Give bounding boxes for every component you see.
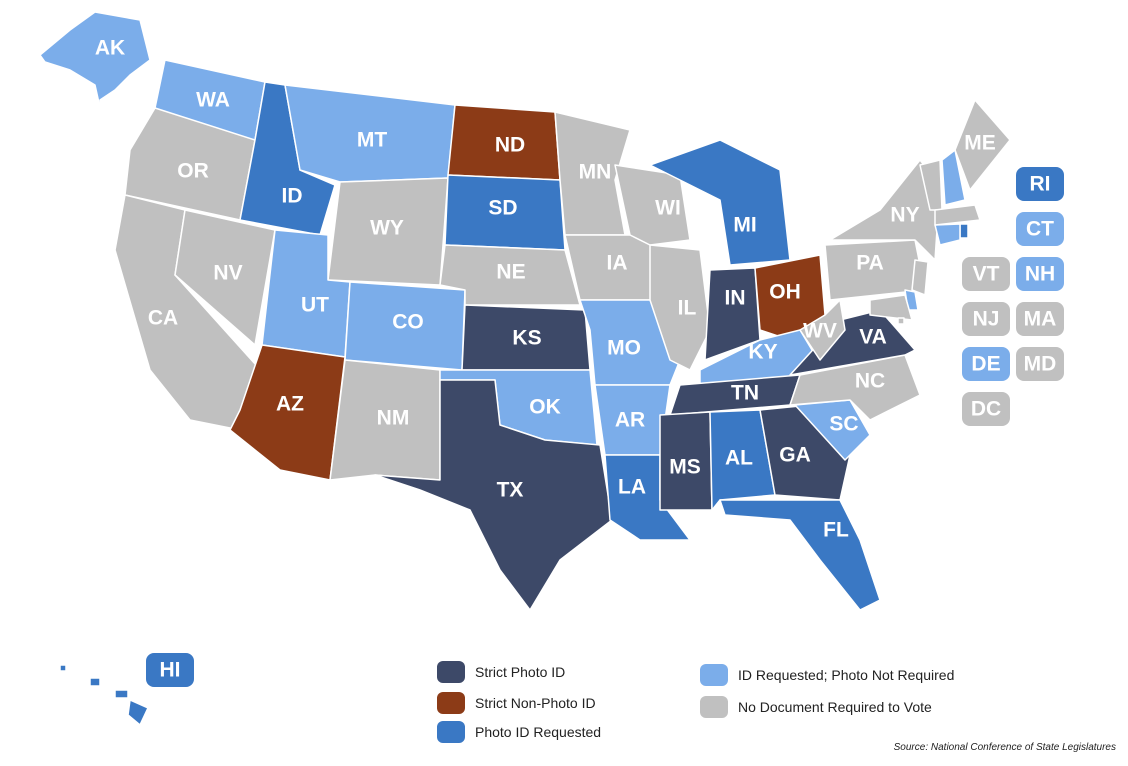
state	[59, 664, 149, 726]
legend-label: No Document Required to Vote	[738, 699, 932, 715]
state-label: HI	[160, 659, 181, 682]
state-label: SD	[488, 197, 517, 220]
state-label: ID	[282, 185, 303, 208]
legend-label: ID Requested; Photo Not Required	[738, 667, 954, 683]
state	[39, 11, 151, 131]
state	[719, 499, 881, 611]
state	[897, 317, 905, 325]
state	[709, 409, 776, 511]
state-label: NH	[1025, 263, 1055, 286]
state-label: WA	[196, 89, 230, 112]
state-label: NC	[855, 370, 885, 393]
state-label-box	[1016, 302, 1064, 336]
state-label: TN	[731, 382, 759, 405]
state-label: WY	[370, 217, 404, 240]
state-label-box	[962, 302, 1010, 336]
state-label: RI	[1030, 173, 1051, 196]
state-labels: AK WA OR CA NV ID MT WY UT CO AZ NM ND SD NE KS OK TX MN IA…	[95, 37, 1064, 687]
state-label-box	[1016, 257, 1064, 291]
state-label: IL	[678, 297, 697, 320]
states	[39, 11, 1011, 726]
state-label-box	[962, 392, 1010, 426]
legend-label: Strict Photo ID	[475, 664, 565, 680]
state-label: GA	[779, 444, 811, 467]
legend-label: Photo ID Requested	[475, 724, 601, 740]
state-label-box	[146, 653, 194, 687]
state-label: OR	[177, 160, 209, 183]
source-note: Source: National Conference of State Leg…	[894, 742, 1116, 753]
state	[124, 107, 256, 221]
state	[934, 204, 981, 226]
state-label: MO	[607, 337, 641, 360]
state	[799, 299, 846, 361]
state	[789, 354, 921, 421]
state	[869, 294, 913, 321]
state-label: TX	[497, 479, 524, 502]
state-label: MT	[357, 129, 387, 152]
state	[959, 223, 969, 239]
state-label: WV	[803, 320, 837, 343]
state-label: NY	[890, 204, 919, 227]
state-label-box	[1016, 347, 1064, 381]
state-label: NM	[377, 407, 410, 430]
state-label: CA	[148, 307, 178, 330]
state-label-box	[962, 257, 1010, 291]
legend-swatch	[437, 721, 465, 743]
state-label-box	[1016, 212, 1064, 246]
state-label: AZ	[276, 393, 304, 416]
state-label: DE	[971, 353, 1000, 376]
state-label: UT	[301, 294, 329, 317]
state	[941, 149, 966, 206]
state	[649, 244, 711, 371]
state-label: KY	[748, 341, 777, 364]
state-label: MI	[733, 214, 756, 237]
state-label: NV	[213, 262, 242, 285]
state-label: IA	[607, 252, 628, 275]
state-label: VT	[973, 263, 1000, 286]
legend-swatch	[700, 696, 728, 718]
state	[229, 344, 346, 481]
state-label: PA	[856, 252, 884, 275]
state-label: NJ	[973, 308, 1000, 331]
state-label: AR	[615, 409, 645, 432]
legend-swatch	[437, 692, 465, 714]
state-label: CT	[1026, 218, 1054, 241]
state	[911, 259, 929, 296]
state-label: IN	[725, 287, 746, 310]
state	[934, 223, 961, 246]
state-label: ND	[495, 134, 525, 157]
state	[174, 209, 276, 346]
state-label: WI	[655, 197, 681, 220]
state-label: OH	[769, 281, 801, 304]
state-label: CO	[392, 311, 424, 334]
legend-swatch	[700, 664, 728, 686]
state-label: MN	[579, 161, 612, 184]
state-label: NE	[496, 261, 525, 284]
state-label: AK	[95, 37, 125, 60]
state-label-box	[962, 347, 1010, 381]
state-label: DC	[971, 398, 1001, 421]
state-label: ME	[964, 132, 996, 155]
state-label: MA	[1024, 308, 1057, 331]
state-label: FL	[823, 519, 849, 542]
legend-swatch	[437, 661, 465, 683]
state-label: OK	[529, 396, 561, 419]
state-label: MD	[1024, 353, 1057, 376]
state-label: MS	[669, 456, 701, 479]
state	[649, 139, 791, 266]
state-label: VA	[859, 326, 887, 349]
state-label-box	[1016, 167, 1064, 201]
state-label: KS	[512, 327, 541, 350]
state-label: AL	[725, 447, 753, 470]
state-label: SC	[829, 413, 858, 436]
state	[954, 99, 1011, 191]
state-label: LA	[618, 476, 646, 499]
state	[374, 379, 613, 611]
legend-label: Strict Non-Photo ID	[475, 695, 596, 711]
